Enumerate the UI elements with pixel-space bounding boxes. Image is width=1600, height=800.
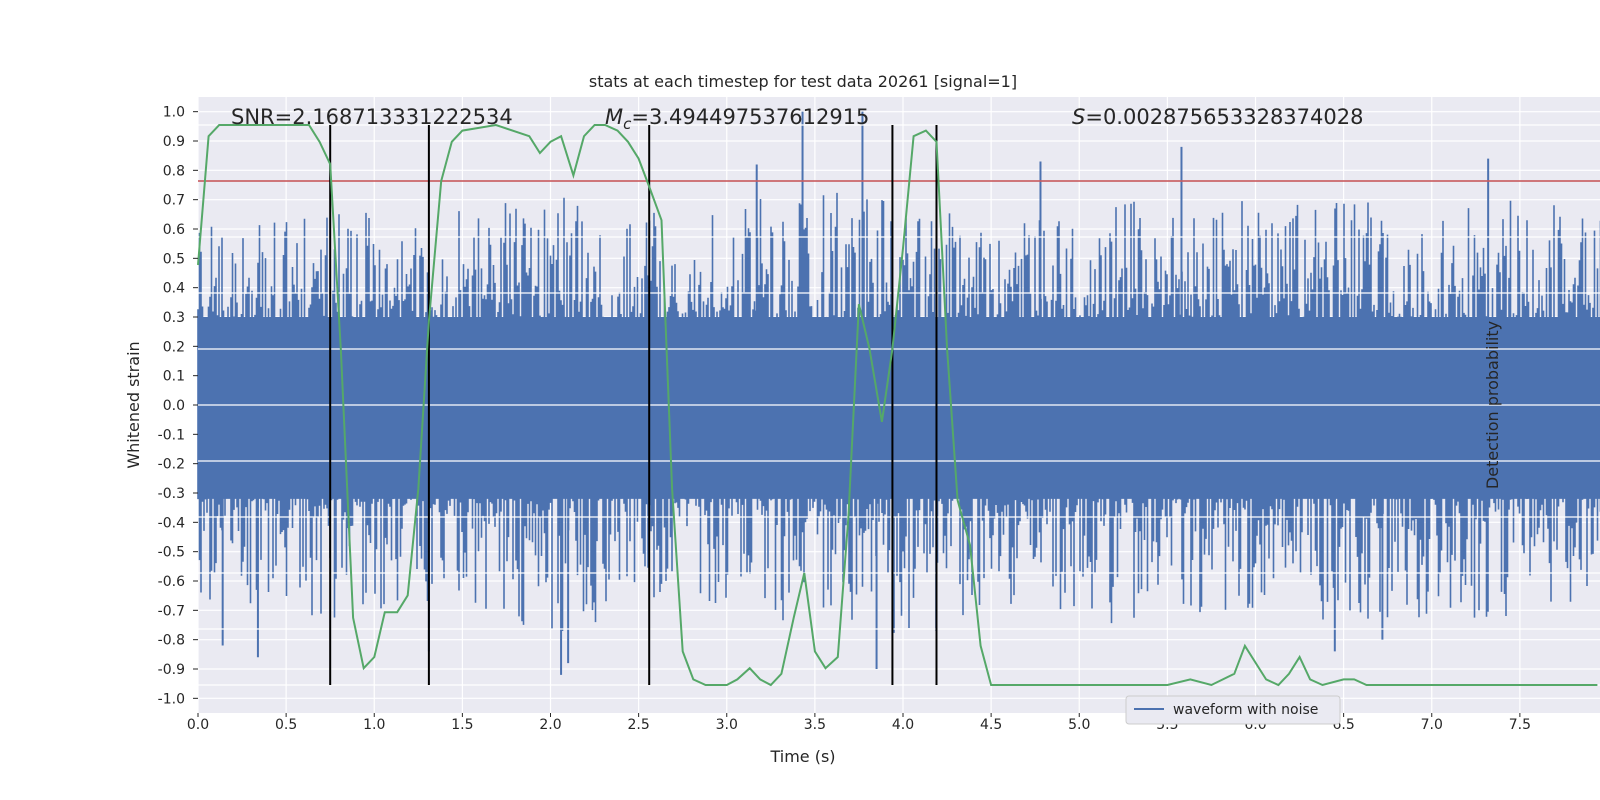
x-tick-label: 3.0 (716, 717, 738, 733)
chirp-mass-annotation: Mc=3.494497537612915 (605, 105, 869, 133)
x-tick-label: 0.5 (275, 717, 297, 733)
legend-label: waveform with noise (1173, 702, 1318, 718)
legend: waveform with noise (1125, 695, 1341, 725)
y-tick-label: -0.5 (158, 545, 185, 561)
y-tick-label: 0.8 (163, 163, 185, 179)
x-tick-label: 3.5 (804, 717, 826, 733)
x-tick-label: 7.5 (1509, 717, 1531, 733)
y-tick-label: -0.8 (158, 633, 185, 649)
waveform-core-band (198, 317, 1600, 499)
y-tick-label: 0.3 (163, 310, 185, 326)
y-tick-label: -0.9 (158, 662, 185, 678)
y-tick-label: 0.7 (163, 193, 185, 209)
y-tick-label: 0.0 (163, 398, 185, 414)
y-tick-label: 0.1 (163, 369, 185, 385)
y-tick-label: 0.9 (163, 134, 185, 150)
y-tick-label: 0.6 (163, 222, 185, 238)
y-tick-label: -0.2 (158, 457, 185, 473)
waveform-with-noise-series (197, 111, 1600, 675)
y-tick-label: 0.5 (163, 251, 185, 267)
x-tick-label: 4.5 (980, 717, 1002, 733)
x-tick-label: 4.0 (892, 717, 914, 733)
y-tick-label: -0.4 (158, 515, 185, 531)
right-y-axis-label: Detection probability (1483, 321, 1502, 489)
vertical-marker-lines (329, 125, 938, 685)
x-tick-label: 2.0 (539, 717, 561, 733)
x-tick-label: 1.5 (451, 717, 473, 733)
s-annotation: S=0.002875653328374028 (1072, 105, 1363, 129)
y-tick-label: 1.0 (163, 105, 185, 121)
snr-annotation: SNR=2.168713331222534 (231, 105, 513, 129)
x-tick-label: 7.0 (1421, 717, 1443, 733)
y-axis-label: Whitened strain (124, 341, 143, 468)
x-tick-label: 1.0 (363, 717, 385, 733)
y-axis-ticks: 1.0 0.9 0.8 0.7 0.6 0.5 0.4 0.3 0.2 0.1 0.0 -0.1 -0.… (158, 105, 198, 707)
detection-probability-line (197, 123, 1598, 687)
y-tick-label: 0.4 (163, 281, 185, 297)
y-tick-label: -1.0 (158, 691, 185, 707)
x-tick-label: 5.0 (1068, 717, 1090, 733)
x-tick-label: 2.5 (627, 717, 649, 733)
x-axis-label: Time (s) (769, 747, 835, 766)
x-tick-label: 0.0 (187, 717, 209, 733)
legend-box (1125, 695, 1341, 725)
x-axis-ticks: 0.0 0.5 1.0 1.5 2.0 2.5 3.0 3.5 4.0 4.5 5.0 5.5 6.0 6… (187, 713, 1531, 733)
y-tick-label: -0.7 (158, 603, 185, 619)
y-tick-label: 0.2 (163, 339, 185, 355)
chart-title: stats at each timestep for test data 202… (589, 72, 1017, 91)
y-tick-label: -0.6 (158, 574, 185, 590)
y-tick-label: -0.1 (158, 427, 185, 443)
y-tick-label: -0.3 (158, 486, 185, 502)
